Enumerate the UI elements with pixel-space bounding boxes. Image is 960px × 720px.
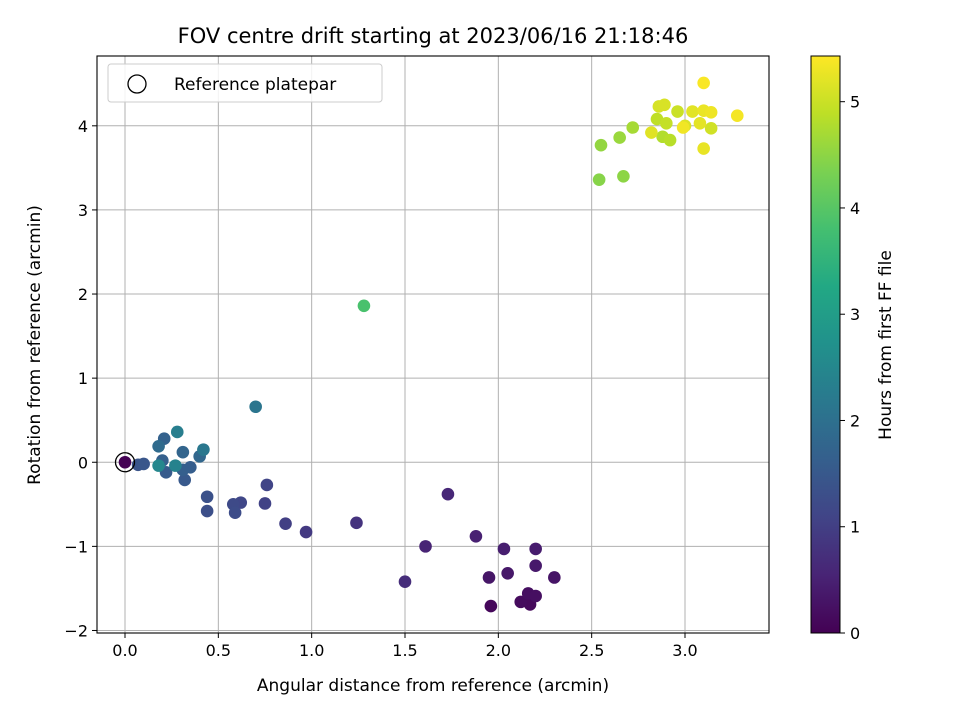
data-point	[686, 105, 699, 118]
y-tick-label: −1	[64, 537, 88, 556]
reference-marker-layer	[114, 452, 136, 473]
data-point	[170, 425, 184, 439]
data-point	[152, 459, 165, 472]
data-point	[704, 106, 718, 119]
data-point	[118, 455, 132, 469]
y-tick-label: 1	[78, 369, 88, 388]
data-point	[626, 121, 640, 134]
x-tick-label: 3.0	[672, 641, 697, 660]
colorbar-tick-label: 4	[850, 199, 860, 218]
data-point	[548, 571, 561, 584]
data-point	[260, 478, 274, 492]
data-point	[279, 517, 292, 530]
colorbar-ticks: 0 1 2 3 4 5	[840, 93, 860, 643]
legend: Reference platepar	[107, 63, 383, 103]
data-point	[730, 109, 744, 123]
data-point	[228, 506, 242, 520]
data-points	[118, 76, 744, 613]
data-point	[501, 566, 514, 580]
data-point	[697, 142, 710, 155]
data-point	[200, 490, 214, 504]
colorbar-frame	[810, 55, 841, 634]
colorbar-tick-label: 1	[850, 518, 860, 537]
y-tick-label: 0	[78, 453, 88, 472]
data-point	[299, 525, 313, 539]
grid-lines	[97, 56, 769, 633]
x-axis-label: Angular distance from reference (arcmin)	[257, 676, 609, 696]
data-point	[398, 575, 412, 588]
data-point	[529, 559, 542, 573]
data-point	[529, 589, 542, 603]
x-tick-label: 1.0	[299, 641, 324, 660]
data-point	[137, 457, 150, 471]
x-tick-label: 1.5	[392, 641, 417, 660]
data-point	[419, 540, 432, 553]
data-point	[258, 497, 272, 510]
colorbar-tick-label: 2	[850, 411, 860, 430]
y-tick-label: 3	[78, 201, 88, 220]
legend-reference-marker-icon	[127, 74, 147, 94]
data-point	[697, 76, 710, 90]
data-point	[676, 121, 690, 134]
y-tick-label: 2	[78, 285, 88, 304]
plot-frame	[96, 55, 770, 634]
data-point	[594, 138, 608, 152]
data-point	[152, 439, 165, 453]
data-point	[592, 173, 606, 186]
data-point	[176, 445, 190, 459]
data-point	[200, 504, 214, 518]
data-point	[529, 542, 542, 556]
data-point	[482, 571, 496, 584]
data-point	[617, 169, 630, 183]
reference-platepar-marker	[114, 452, 136, 473]
y-tick-label: −2	[64, 621, 88, 640]
colorbar-tick-label: 3	[850, 305, 860, 324]
data-point	[660, 116, 673, 130]
data-point	[350, 516, 363, 530]
x-tick-label: 0.5	[206, 641, 231, 660]
data-point	[645, 126, 658, 139]
colorbar-gradient	[811, 56, 840, 633]
x-tick-label: 2.5	[579, 641, 604, 660]
y-axis-label: Rotation from reference (arcmin)	[25, 205, 45, 485]
data-point	[693, 116, 707, 130]
data-point	[658, 98, 671, 112]
data-point	[249, 400, 262, 414]
axis-ticks: 0.0 0.5 1.0 1.5 2.0 2.5 3.0 −2 −1 0 1 2 3 4	[64, 117, 697, 660]
data-point	[671, 105, 684, 118]
colorbar-tick-label: 5	[850, 93, 860, 112]
data-point	[663, 133, 677, 147]
data-point	[169, 459, 182, 472]
chart-title: FOV centre drift starting at 2023/06/16 …	[178, 24, 689, 48]
x-tick-label: 2.0	[486, 641, 511, 660]
data-point	[357, 299, 371, 313]
data-point	[613, 131, 626, 144]
y-tick-label: 4	[78, 117, 88, 136]
data-point	[469, 529, 483, 543]
data-point	[514, 595, 528, 609]
data-point	[197, 443, 210, 456]
x-tick-label: 0.0	[112, 641, 137, 660]
colorbar-label: Hours from first FF file	[876, 250, 896, 440]
data-point	[441, 487, 455, 501]
colorbar-tick-label: 0	[850, 624, 860, 643]
data-point	[484, 599, 498, 613]
legend-box	[107, 63, 383, 103]
data-point	[178, 473, 192, 487]
legend-entry-reference-platepar: Reference platepar	[174, 75, 336, 95]
data-point	[497, 542, 511, 556]
data-point	[704, 122, 718, 135]
colorbar: 0 1 2 3 4 5 Hours from first FF file	[810, 55, 896, 643]
